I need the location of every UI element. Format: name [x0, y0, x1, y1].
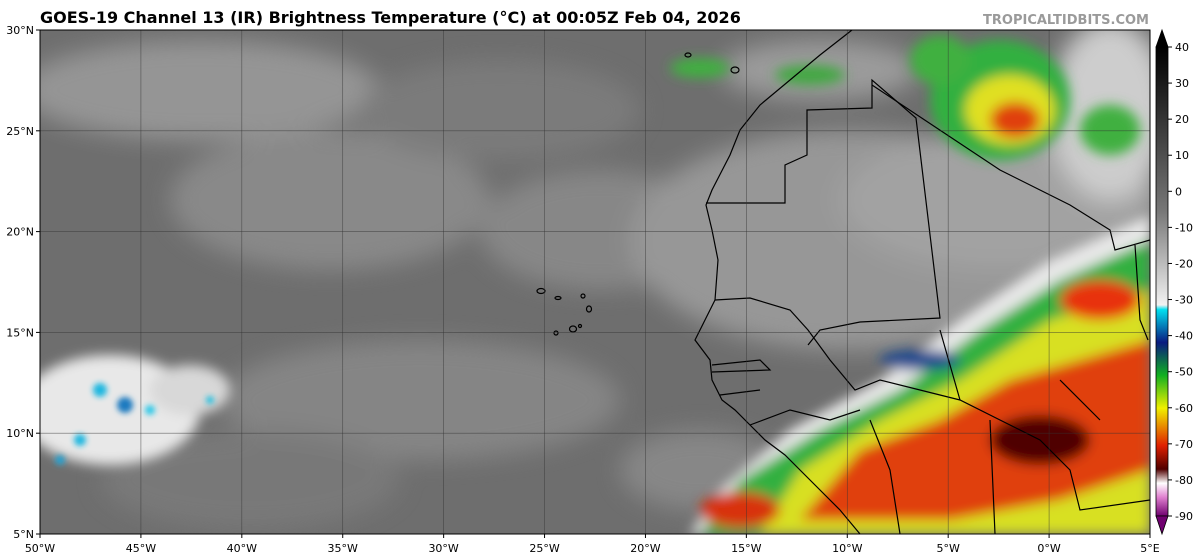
lon-label: 40°W [227, 542, 257, 555]
lon-label: 5°W [936, 542, 959, 555]
islands [536, 52, 740, 336]
lon-label: 25°W [529, 542, 559, 555]
colorbar-label: -30 [1175, 294, 1193, 307]
colorbar-label: 20 [1175, 113, 1189, 126]
lon-label: 45°W [126, 542, 156, 555]
colorbar-label: -60 [1175, 402, 1193, 415]
colorbar-label: -70 [1175, 438, 1193, 451]
colorbar-label: 40 [1175, 41, 1189, 54]
lat-label: 25°N [6, 125, 34, 138]
colorbar-label: -90 [1175, 510, 1193, 523]
title: GOES-19 Channel 13 (IR) Brightness Tempe… [40, 8, 741, 27]
colorbar-label: -80 [1175, 474, 1193, 487]
lat-label: 10°N [6, 427, 34, 440]
colorbar-label: -10 [1175, 221, 1193, 234]
lat-label: 5°N [13, 528, 34, 541]
map-frame [39, 29, 1151, 535]
lat-label: 15°N [6, 326, 34, 339]
graticule [40, 30, 1150, 534]
lon-label: 50°W [25, 542, 55, 555]
lon-label: 35°W [328, 542, 358, 555]
lat-label: 20°N [6, 226, 34, 239]
lat-label: 30°N [6, 24, 34, 37]
satellite-image [40, 30, 1150, 534]
colorbar-label: 0 [1175, 185, 1182, 198]
lon-label: 30°W [428, 542, 458, 555]
colorbar-label: -40 [1175, 330, 1193, 343]
lon-label: 0°W [1037, 542, 1060, 555]
colorbar-label: -50 [1175, 366, 1193, 379]
lon-label: 15°W [731, 542, 761, 555]
colorbar-label: -20 [1175, 257, 1193, 270]
lon-label: 10°W [832, 542, 862, 555]
lon-label: 20°W [630, 542, 660, 555]
colorbar-label: 10 [1175, 149, 1189, 162]
lon-label: 5°E [1140, 542, 1159, 555]
watermark: TROPICALTIDBITS.COM [983, 13, 1149, 28]
colorbar [1155, 28, 1169, 536]
coastlines [694, 30, 1150, 534]
colorbar-label: 30 [1175, 77, 1189, 90]
